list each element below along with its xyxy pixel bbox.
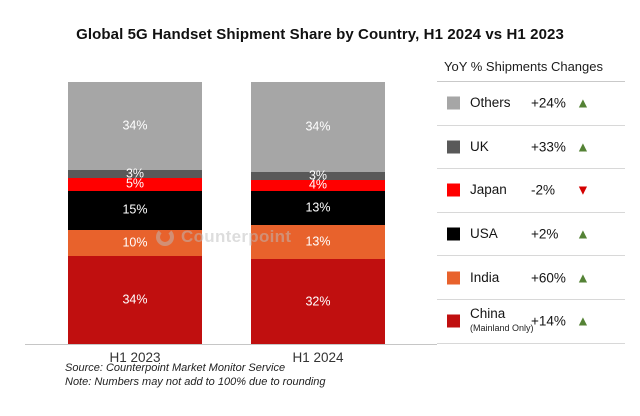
bar-segment-japan: 5% <box>68 176 202 191</box>
bar-segment-japan: 4% <box>251 177 385 192</box>
bar-segment-china-mainland-only: 34% <box>68 255 202 344</box>
bar-segment-usa: 15% <box>68 190 202 230</box>
chart-title: Global 5G Handset Shipment Share by Coun… <box>76 26 564 43</box>
arrow-up-icon: ▲ <box>576 312 590 329</box>
yoy-change-value: +24% <box>531 95 566 111</box>
segment-value-label: 3% <box>308 168 328 183</box>
segment-value-label: 34% <box>122 118 148 133</box>
arrow-down-icon: ▼ <box>576 182 590 199</box>
legend-item-china: China (Mainland Only) +14% ▲ <box>437 300 625 344</box>
segment-value-label: 32% <box>305 294 331 309</box>
bar-segment-china-mainland-only: 32% <box>251 259 385 344</box>
segment-value-label: 13% <box>305 200 331 215</box>
legend-item-india: India +60% ▲ <box>437 256 625 300</box>
legend-item-label: Others <box>470 95 511 111</box>
legend-swatch-icon <box>447 314 460 328</box>
legend-item-label: USA <box>470 226 498 242</box>
yoy-change-value: +33% <box>531 139 566 155</box>
arrow-up-icon: ▲ <box>576 138 590 155</box>
bar-segment-uk: 3% <box>251 168 385 183</box>
stacked-bar-h1-2023: 34% 10% 15% 5% 3% 34% <box>68 82 202 344</box>
x-axis-line <box>25 344 437 345</box>
legend-swatch-icon <box>447 227 460 241</box>
arrow-up-icon: ▲ <box>576 95 590 112</box>
bar-segment-india: 13% <box>251 224 385 260</box>
x-axis-label-h1-2023: H1 2023 <box>109 350 161 365</box>
rounding-note: Note: Numbers may not add to 100% due to… <box>65 376 326 388</box>
segment-value-label: 15% <box>122 202 148 217</box>
legend-item-japan: Japan -2% ▼ <box>437 169 625 213</box>
bar-segment-india: 10% <box>68 229 202 256</box>
segment-value-label: 34% <box>305 119 331 134</box>
arrow-up-icon: ▲ <box>576 269 590 286</box>
segment-value-label: 3% <box>125 166 145 181</box>
legend-item-label: UK <box>470 138 489 154</box>
legend-item-label: China (Mainland Only) <box>470 306 534 334</box>
bar-segment-others: 34% <box>68 82 202 171</box>
bar-segment-others: 34% <box>251 82 385 173</box>
segment-value-label: 4% <box>308 177 328 192</box>
legend-swatch-icon <box>447 183 460 197</box>
legend-item-label: Japan <box>470 182 507 198</box>
legend-title: YoY % Shipments Changes <box>437 57 625 82</box>
legend-item-uk: UK +33% ▲ <box>437 126 625 170</box>
arrow-up-icon: ▲ <box>576 225 590 242</box>
legend-item-sublabel: (Mainland Only) <box>470 323 534 334</box>
yoy-change-value: +14% <box>531 313 566 329</box>
stacked-bar-h1-2024: 32% 13% 13% 4% 3% 34% <box>251 82 385 344</box>
x-axis-label-h1-2024: H1 2024 <box>292 350 344 365</box>
yoy-change-value: +60% <box>531 270 566 286</box>
legend-item-usa: USA +2% ▲ <box>437 213 625 257</box>
yoy-change-value: -2% <box>531 182 556 198</box>
segment-value-label: 10% <box>122 235 148 250</box>
segment-value-label: 13% <box>305 234 331 249</box>
bar-segment-uk: 3% <box>68 166 202 181</box>
source-note: Source: Counterpoint Market Monitor Serv… <box>65 362 286 374</box>
yoy-change-value: +2% <box>531 226 559 242</box>
legend-swatch-icon <box>447 96 460 110</box>
segment-value-label: 5% <box>125 176 145 191</box>
segment-value-label: 34% <box>122 292 148 307</box>
legend-rows: Others +24% ▲ UK +33% ▲ Japan -2% ▼ USA +2% ▲ India +… <box>437 82 625 344</box>
bar-segment-usa: 13% <box>251 190 385 225</box>
legend-panel: YoY % Shipments Changes Others +24% ▲ UK +33… <box>437 57 625 344</box>
legend-swatch-icon <box>447 140 460 154</box>
legend-item-others: Others +24% ▲ <box>437 82 625 126</box>
legend-item-label: India <box>470 269 500 285</box>
legend-swatch-icon <box>447 271 460 285</box>
